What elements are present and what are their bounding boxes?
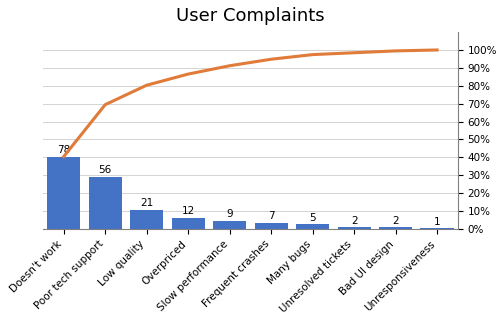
Text: 2: 2 (392, 216, 399, 226)
Text: 2: 2 (351, 216, 357, 226)
Bar (379, 227, 412, 229)
Bar (47, 157, 80, 229)
Text: 78: 78 (57, 145, 70, 155)
Bar (130, 210, 163, 229)
Text: 56: 56 (99, 166, 112, 176)
Bar (255, 222, 288, 229)
Text: 21: 21 (140, 198, 153, 208)
Text: 1: 1 (434, 217, 440, 227)
Text: 9: 9 (226, 209, 233, 219)
Text: 12: 12 (181, 206, 195, 216)
Text: 5: 5 (309, 213, 316, 223)
Bar (213, 221, 246, 229)
Title: User Complaints: User Complaints (176, 7, 325, 25)
Bar (420, 228, 454, 229)
Bar (171, 218, 205, 229)
Bar (89, 177, 122, 229)
Bar (296, 224, 329, 229)
Text: 7: 7 (268, 211, 275, 221)
Bar (338, 227, 371, 229)
